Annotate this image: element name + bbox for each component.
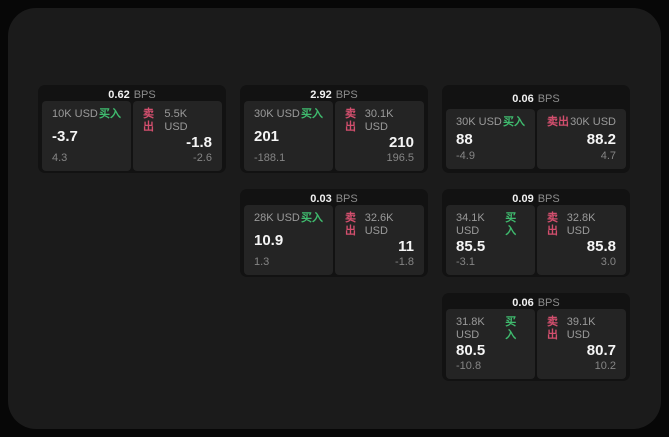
sell-sub-value: 196.5 xyxy=(386,152,414,164)
buy-quote-pane[interactable]: 31.8K USD 买入 80.5 -10.8 xyxy=(446,309,535,379)
bps-header: 0.09 BPS xyxy=(446,193,626,205)
sell-price: 88.2 xyxy=(586,130,616,148)
main-panel: 0.62 BPS 10K USD 买入 -3.7 4.3 卖出 5.5K USD… xyxy=(8,8,661,429)
sell-price: 11 xyxy=(398,238,414,255)
quote-card-5: 0.09 BPS 34.1K USD 买入 85.5 -3.1 卖出 32.8K… xyxy=(442,189,630,277)
sell-amount: 30K USD xyxy=(570,116,616,128)
sell-label: 卖出 xyxy=(547,116,569,128)
sell-label: 卖出 xyxy=(547,316,558,341)
sell-quote-pane[interactable]: 卖出 32.8K USD 85.8 3.0 xyxy=(537,205,626,275)
bps-unit-label: BPS xyxy=(335,193,358,205)
bps-header: 2.92 BPS xyxy=(244,89,424,101)
quote-card-4: 0.03 BPS 28K USD 买入 10.9 1.3 卖出 32.6K US… xyxy=(240,189,428,277)
bps-unit-label: BPS xyxy=(537,193,560,205)
sell-quote-pane[interactable]: 卖出 32.6K USD 11 -1.8 xyxy=(335,205,424,275)
buy-label: 买入 xyxy=(505,316,517,341)
buy-amount: 30K USD xyxy=(254,108,300,120)
buy-sub-value: 4.3 xyxy=(52,152,68,164)
bps-value: 0.06 xyxy=(512,297,534,309)
sell-price: 80.7 xyxy=(586,342,616,359)
buy-quote-pane[interactable]: 30K USD 买入 88 -4.9 xyxy=(446,109,535,169)
buy-sub-value: -10.8 xyxy=(456,360,482,372)
bps-value: 0.06 xyxy=(512,93,534,105)
buy-label: 买入 xyxy=(99,108,121,120)
buy-price: 201 xyxy=(254,127,280,145)
buy-label: 买入 xyxy=(503,116,525,128)
sell-quote-pane[interactable]: 卖出 5.5K USD -1.8 -2.6 xyxy=(133,101,222,171)
buy-sub-value: 1.3 xyxy=(254,256,270,268)
buy-amount: 10K USD xyxy=(52,108,98,120)
buy-amount: 28K USD xyxy=(254,212,300,224)
sell-quote-pane[interactable]: 卖出 30.1K USD 210 196.5 xyxy=(335,101,424,171)
sell-sub-value: 10.2 xyxy=(594,360,616,372)
bps-unit-label: BPS xyxy=(537,297,560,309)
bps-value: 0.62 xyxy=(108,89,130,101)
sell-sub-value: -1.8 xyxy=(395,256,414,268)
buy-sub-value: -4.9 xyxy=(456,150,475,162)
sell-label: 卖出 xyxy=(143,108,154,133)
sell-sub-value: -2.6 xyxy=(193,152,212,164)
bps-unit-label: BPS xyxy=(537,93,560,105)
buy-price: 88 xyxy=(456,130,473,148)
bps-value: 2.92 xyxy=(310,89,332,101)
buy-amount: 34.1K USD xyxy=(456,212,485,237)
bps-header: 0.06 BPS xyxy=(446,89,626,109)
bps-header: 0.03 BPS xyxy=(244,193,424,205)
buy-sub-value: -188.1 xyxy=(254,152,286,164)
buy-sub-value: -3.1 xyxy=(456,256,475,268)
sell-quote-pane[interactable]: 卖出 39.1K USD 80.7 10.2 xyxy=(537,309,626,379)
buy-label: 买入 xyxy=(301,212,323,224)
quote-card-2: 2.92 BPS 30K USD 买入 201 -188.1 卖出 30.1K … xyxy=(240,85,428,173)
sell-quote-pane[interactable]: 卖出 30K USD 88.2 4.7 xyxy=(537,109,626,169)
quote-card-6: 0.06 BPS 31.8K USD 买入 80.5 -10.8 卖出 39.1… xyxy=(442,293,630,381)
buy-quote-pane[interactable]: 28K USD 买入 10.9 1.3 xyxy=(244,205,333,275)
buy-quote-pane[interactable]: 34.1K USD 买入 85.5 -3.1 xyxy=(446,205,535,275)
buy-label: 买入 xyxy=(505,212,517,237)
buy-price: 85.5 xyxy=(456,238,486,255)
buy-amount: 30K USD xyxy=(456,116,502,128)
sell-label: 卖出 xyxy=(345,212,356,237)
buy-price: 80.5 xyxy=(456,342,486,359)
buy-amount: 31.8K USD xyxy=(456,316,485,341)
bps-header: 0.06 BPS xyxy=(446,297,626,309)
sell-price: -1.8 xyxy=(186,134,212,151)
bps-header: 0.62 BPS xyxy=(42,89,222,101)
sell-amount: 5.5K USD xyxy=(164,108,188,133)
sell-price: 85.8 xyxy=(586,238,616,255)
bps-unit-label: BPS xyxy=(133,89,156,101)
sell-sub-value: 3.0 xyxy=(600,256,616,268)
buy-price: -3.7 xyxy=(52,127,78,145)
sell-amount: 30.1K USD xyxy=(364,108,394,133)
buy-price: 10.9 xyxy=(254,231,284,249)
sell-amount: 32.8K USD xyxy=(566,212,596,237)
buy-quote-pane[interactable]: 10K USD 买入 -3.7 4.3 xyxy=(42,101,131,171)
buy-quote-pane[interactable]: 30K USD 买入 201 -188.1 xyxy=(244,101,333,171)
quote-card-3: 0.06 BPS 30K USD 买入 88 -4.9 卖出 30K USD 8… xyxy=(442,85,630,173)
sell-sub-value: 4.7 xyxy=(600,150,616,162)
bps-value: 0.09 xyxy=(512,193,534,205)
bps-value: 0.03 xyxy=(310,193,332,205)
buy-label: 买入 xyxy=(301,108,323,120)
sell-amount: 39.1K USD xyxy=(566,316,596,341)
sell-label: 卖出 xyxy=(547,212,558,237)
sell-amount: 32.6K USD xyxy=(364,212,394,237)
quote-card-1: 0.62 BPS 10K USD 买入 -3.7 4.3 卖出 5.5K USD… xyxy=(38,85,226,173)
bps-unit-label: BPS xyxy=(335,89,358,101)
sell-label: 卖出 xyxy=(345,108,356,133)
sell-price: 210 xyxy=(388,134,414,151)
